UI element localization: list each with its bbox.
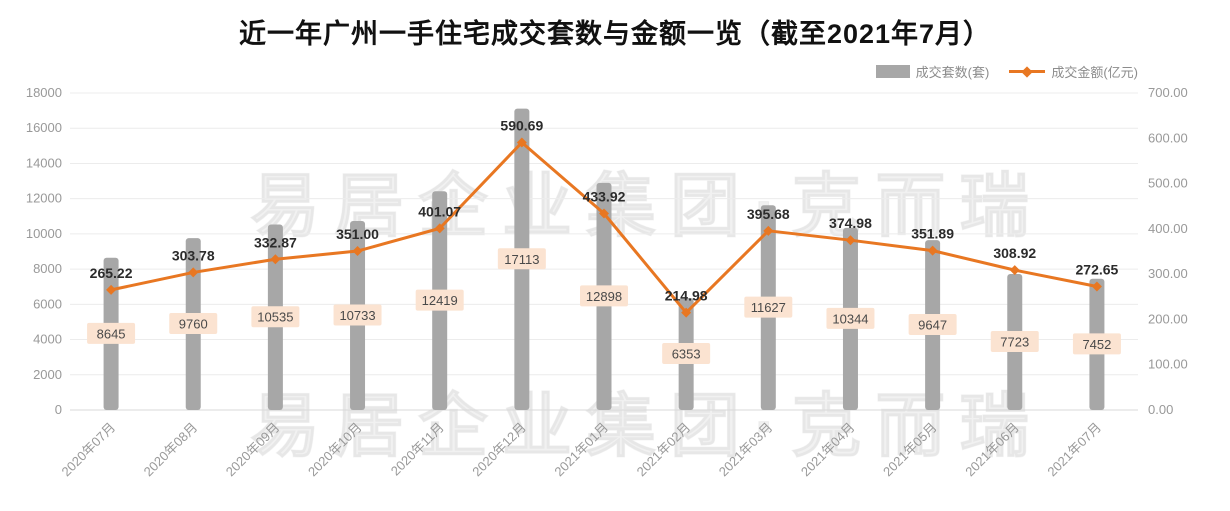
legend-line-label: 成交金额(亿元) xyxy=(1051,65,1138,80)
line-marker xyxy=(599,208,609,219)
x-axis-label: 2021年07月 xyxy=(1044,420,1104,480)
bar-value-label: 9760 xyxy=(179,317,208,332)
bar-value-bg xyxy=(87,322,136,344)
x-axis-label: 2020年08月 xyxy=(141,420,201,480)
line-marker xyxy=(352,246,363,257)
left-axis-tick: 12000 xyxy=(26,191,62,206)
right-axis-tick: 300.00 xyxy=(1148,266,1188,281)
legend-bars-label: 成交套数(套) xyxy=(915,65,990,80)
line-value-label: 351.89 xyxy=(911,226,954,242)
line-value-label: 351.00 xyxy=(336,226,379,242)
x-axis-label: 2020年10月 xyxy=(305,420,365,480)
line-swatch-icon xyxy=(1009,65,1046,78)
right-axis-tick: 700.00 xyxy=(1148,85,1188,100)
chart-svg: 0 2000 4000 6000 8000 10000 12000 14000 16000 180… xyxy=(26,85,1188,480)
bar-value-bg xyxy=(415,289,464,311)
bar-value-bg xyxy=(662,343,711,365)
bar-value-bg xyxy=(744,296,793,318)
left-axis-tick: 2000 xyxy=(33,367,62,382)
line-value-label: 401.07 xyxy=(418,203,461,219)
line-marker xyxy=(763,225,774,236)
line-value-label: 265.22 xyxy=(90,265,133,281)
bar-value-label: 8645 xyxy=(97,326,126,341)
x-axis-label: 2021年05月 xyxy=(880,420,940,480)
line-marker xyxy=(516,137,527,148)
line-value-label: 272.65 xyxy=(1076,262,1119,278)
left-axis-tick: 8000 xyxy=(33,261,62,276)
right-axis-tick: 600.00 xyxy=(1148,130,1188,145)
bar-value-bg xyxy=(251,306,300,328)
right-axis-tick: 100.00 xyxy=(1148,357,1188,372)
line-marker xyxy=(1091,281,1102,292)
bar-value-label: 10344 xyxy=(832,311,868,326)
bar-value-bg xyxy=(1072,333,1121,355)
left-axis-tick: 4000 xyxy=(33,332,62,347)
x-axis-label: 2020年11月 xyxy=(388,420,447,479)
line-value-label: 590.69 xyxy=(500,118,543,134)
bar-value-bg xyxy=(908,314,957,336)
x-axis-label: 2020年09月 xyxy=(223,420,283,480)
bar-value-label: 11627 xyxy=(751,300,786,315)
line-value-label: 374.98 xyxy=(829,215,872,231)
right-axis-tick: 200.00 xyxy=(1148,311,1188,326)
bar-value-label: 7452 xyxy=(1082,337,1111,352)
line-value-label: 433.92 xyxy=(583,188,626,204)
left-axis-tick: 10000 xyxy=(26,226,62,241)
x-axis-label: 2021年02月 xyxy=(634,420,694,480)
line-value-label: 308.92 xyxy=(993,245,1036,261)
line-marker xyxy=(681,307,692,318)
left-axis-tick: 0 xyxy=(55,402,62,417)
bar-value-bg xyxy=(580,285,628,307)
bar-value-label: 12898 xyxy=(586,289,622,304)
x-axis-label: 2021年04月 xyxy=(798,420,858,480)
right-axis-tick: 500.00 xyxy=(1148,176,1188,191)
left-axis-tick: 16000 xyxy=(26,120,62,135)
bar-value-label: 12419 xyxy=(422,293,458,308)
line-marker xyxy=(927,245,938,256)
bar-swatch-icon xyxy=(875,65,910,78)
x-axis-label: 2020年12月 xyxy=(469,420,529,480)
line-value-label: 395.68 xyxy=(747,206,790,222)
bar-value-bg xyxy=(826,307,875,329)
line-marker xyxy=(1009,265,1020,276)
x-axis-label: 2020年07月 xyxy=(59,420,119,480)
right-axis-tick: 0.00 xyxy=(1148,402,1173,417)
line-value-label: 303.78 xyxy=(172,247,215,263)
bar-value-label: 17113 xyxy=(504,252,539,267)
diamond-marker-icon xyxy=(1021,65,1033,78)
bar-value-bg xyxy=(333,304,382,326)
x-axis-label: 2021年03月 xyxy=(716,420,776,480)
bar-value-bg xyxy=(990,330,1039,352)
bar-value-label: 10535 xyxy=(257,310,293,325)
line-marker xyxy=(188,267,199,278)
bar-value-bg xyxy=(169,313,218,335)
line-marker xyxy=(270,254,281,265)
x-axis-label: 2021年01月 xyxy=(551,420,611,480)
line-marker xyxy=(106,284,117,295)
legend: 成交套数(套) 成交金额(亿元) xyxy=(875,62,1138,81)
bar-value-label: 7723 xyxy=(1000,334,1029,349)
legend-item-line[interactable]: 成交金额(亿元) xyxy=(1009,62,1138,81)
left-axis-tick: 14000 xyxy=(26,155,62,170)
chart-title: 近一年广州一手住宅成交套数与金额一览（截至2021年7月） xyxy=(238,19,992,49)
right-axis-tick: 400.00 xyxy=(1148,221,1188,236)
left-axis-tick: 18000 xyxy=(26,85,62,100)
left-axis-tick: 6000 xyxy=(33,296,62,311)
line-value-label: 332.87 xyxy=(254,234,297,250)
line-marker xyxy=(845,235,856,246)
bar-value-bg xyxy=(497,248,546,270)
bar-value-label: 10733 xyxy=(339,308,375,323)
line-value-label: 214.98 xyxy=(665,288,708,304)
bar-value-label: 6353 xyxy=(672,347,701,362)
line-marker xyxy=(434,223,445,234)
x-axis-label: 2021年06月 xyxy=(962,420,1022,480)
legend-item-bars[interactable]: 成交套数(套) xyxy=(875,62,990,81)
bar-value-label: 9647 xyxy=(918,318,947,333)
